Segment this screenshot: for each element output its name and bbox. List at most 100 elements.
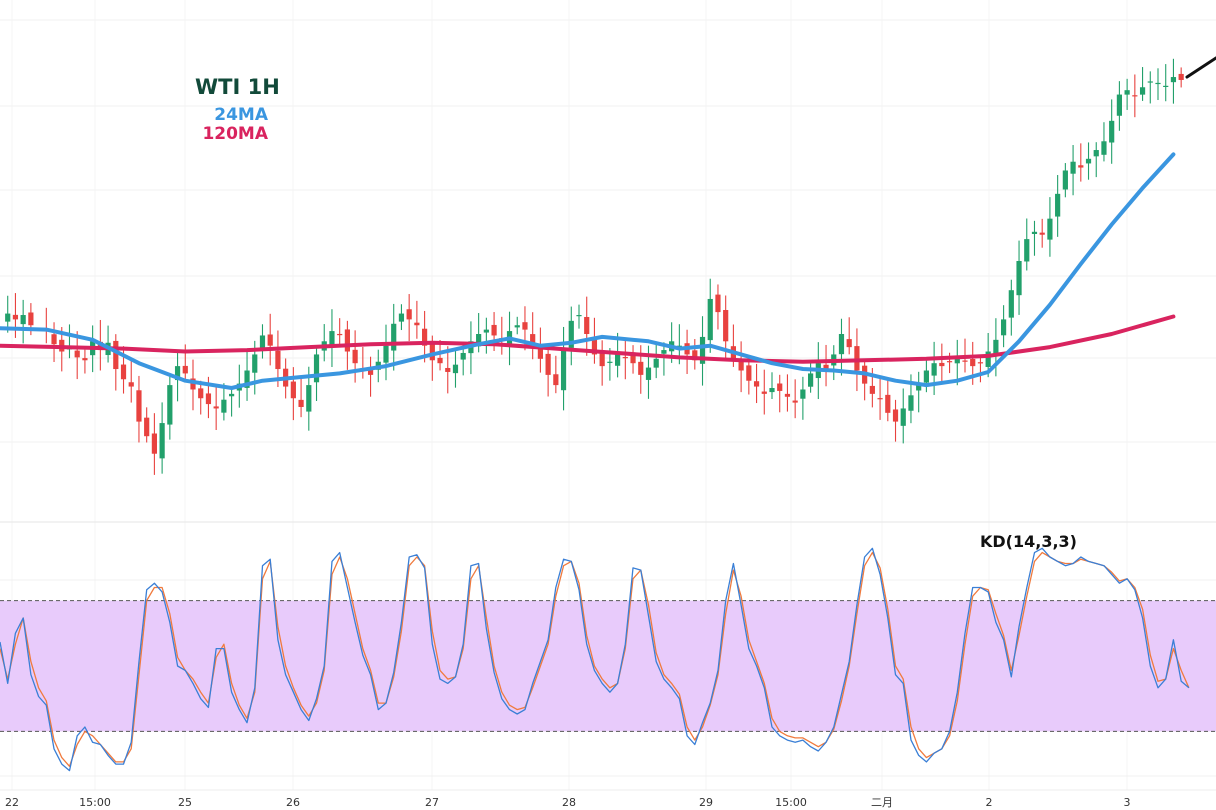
candle-body bbox=[977, 362, 984, 364]
candle-body bbox=[615, 354, 621, 366]
trend-arrow bbox=[1185, 56, 1216, 79]
candle-body bbox=[51, 334, 57, 345]
candle-body bbox=[205, 393, 212, 405]
candle-body bbox=[329, 331, 335, 346]
candle-body bbox=[1155, 82, 1161, 85]
x-tick-label: 27 bbox=[425, 796, 439, 809]
candle-body bbox=[174, 366, 181, 381]
candle-body bbox=[113, 340, 119, 370]
x-tick-label: 3 bbox=[1124, 796, 1131, 809]
candle-body bbox=[391, 323, 397, 351]
candle-body bbox=[406, 309, 412, 320]
candle-body bbox=[144, 417, 150, 437]
candle-body bbox=[676, 345, 682, 347]
candle-body bbox=[460, 352, 466, 360]
candle-body bbox=[584, 316, 590, 334]
candle-body bbox=[151, 433, 157, 454]
legend-ma24: 24MA bbox=[214, 105, 269, 125]
candle-body bbox=[1008, 290, 1014, 318]
candle-body bbox=[530, 334, 536, 343]
candle-body bbox=[1139, 87, 1146, 95]
candle-body bbox=[522, 322, 528, 330]
candle-body bbox=[252, 354, 258, 373]
candle-body bbox=[560, 348, 567, 391]
candle-body bbox=[1016, 261, 1022, 296]
candle-body bbox=[784, 393, 791, 397]
x-tick-label: 二月 bbox=[871, 796, 893, 809]
x-tick-label: 26 bbox=[286, 796, 300, 809]
candle-body bbox=[74, 350, 80, 358]
candle-body bbox=[746, 365, 752, 381]
candle-body bbox=[800, 389, 806, 399]
candle-body bbox=[221, 399, 227, 413]
candle-body bbox=[622, 357, 628, 359]
x-tick-label: 25 bbox=[178, 796, 192, 809]
candle-body bbox=[306, 385, 312, 412]
candle-body bbox=[298, 399, 304, 407]
x-tick-label: 15:00 bbox=[775, 796, 807, 809]
candle-body bbox=[1178, 73, 1184, 80]
candle-body bbox=[599, 351, 605, 367]
candle-body bbox=[1163, 85, 1169, 87]
candle-body bbox=[946, 361, 953, 363]
kd-k-line bbox=[0, 547, 1190, 772]
candle-body bbox=[699, 336, 706, 364]
candle-body bbox=[838, 334, 845, 355]
candle-body bbox=[923, 370, 929, 383]
candle-body bbox=[290, 381, 296, 399]
candle-body bbox=[645, 367, 652, 380]
candle-body bbox=[692, 350, 698, 361]
candle-body bbox=[398, 313, 405, 322]
candle-body bbox=[514, 325, 520, 328]
candle-body bbox=[5, 313, 11, 322]
candle-body bbox=[1031, 231, 1038, 234]
candle-body bbox=[591, 338, 598, 355]
candle-body bbox=[1055, 193, 1061, 217]
candle-body bbox=[900, 408, 906, 426]
candle-body bbox=[422, 328, 428, 346]
candlesticks bbox=[5, 58, 1184, 475]
candle-body bbox=[1047, 218, 1053, 240]
candle-body bbox=[1085, 158, 1092, 164]
candle-body bbox=[159, 423, 165, 459]
candle-body bbox=[1001, 319, 1007, 336]
candle-body bbox=[931, 363, 937, 376]
candle-body bbox=[1039, 232, 1045, 235]
candle-body bbox=[476, 334, 482, 347]
candle-body bbox=[1170, 77, 1177, 83]
candle-body bbox=[653, 358, 659, 368]
candle-body bbox=[267, 334, 273, 346]
candle-body bbox=[1101, 141, 1107, 155]
candle-body bbox=[1147, 81, 1153, 83]
candle-body bbox=[1093, 150, 1099, 157]
candle-body bbox=[846, 339, 852, 348]
candle-body bbox=[769, 388, 775, 393]
candle-body bbox=[985, 351, 991, 367]
candle-body bbox=[1062, 170, 1068, 190]
candle-body bbox=[638, 361, 644, 375]
candle-body bbox=[962, 360, 968, 362]
candle-body bbox=[808, 373, 814, 387]
candle-body bbox=[854, 346, 860, 371]
candle-body bbox=[1078, 165, 1084, 168]
candle-body bbox=[576, 315, 582, 317]
candle-body bbox=[939, 362, 945, 367]
candle-body bbox=[383, 345, 389, 363]
kd-pane: KD(14,3,3) bbox=[0, 532, 1216, 777]
candle-body bbox=[414, 322, 420, 326]
candle-body bbox=[792, 400, 798, 403]
candle-body bbox=[761, 391, 767, 394]
candle-body bbox=[1070, 161, 1076, 174]
candle-body bbox=[630, 352, 636, 364]
ma120-line bbox=[0, 314, 1176, 364]
candle-body bbox=[537, 344, 543, 359]
x-tick-label: 28 bbox=[562, 796, 576, 809]
candle-body bbox=[715, 294, 721, 313]
candle-body bbox=[167, 385, 173, 425]
candle-body bbox=[491, 324, 497, 336]
candle-body bbox=[970, 358, 976, 367]
candle-body bbox=[1124, 90, 1130, 95]
candle-body bbox=[367, 369, 374, 375]
candle-body bbox=[753, 381, 760, 387]
